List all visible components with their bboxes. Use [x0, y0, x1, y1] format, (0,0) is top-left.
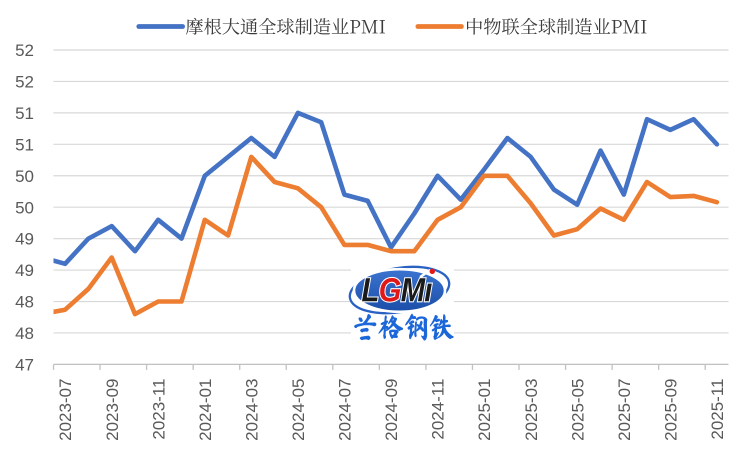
svg-text:2024-09: 2024-09 — [382, 379, 401, 441]
svg-text:49: 49 — [15, 261, 34, 280]
svg-text:52: 52 — [15, 73, 34, 92]
svg-text:48: 48 — [15, 324, 34, 343]
svg-text:2025-05: 2025-05 — [568, 379, 587, 441]
svg-text:2024-03: 2024-03 — [242, 379, 261, 441]
svg-text:50: 50 — [15, 198, 34, 217]
svg-text:51: 51 — [15, 104, 34, 123]
svg-text:2023-07: 2023-07 — [56, 379, 75, 441]
svg-text:50: 50 — [15, 167, 34, 186]
svg-text:51: 51 — [15, 135, 34, 154]
svg-text:2025-01: 2025-01 — [475, 379, 494, 441]
svg-text:2023-09: 2023-09 — [103, 379, 122, 441]
svg-text:2023-11: 2023-11 — [149, 379, 168, 440]
svg-text:52: 52 — [15, 41, 34, 60]
svg-text:47: 47 — [15, 356, 34, 375]
svg-text:2025-09: 2025-09 — [661, 379, 680, 441]
svg-text:2024-11: 2024-11 — [429, 379, 448, 440]
svg-text:48: 48 — [15, 293, 34, 312]
svg-text:2024-07: 2024-07 — [336, 379, 355, 441]
svg-text:49: 49 — [15, 230, 34, 249]
svg-text:2024-05: 2024-05 — [289, 379, 308, 441]
svg-text:2025-03: 2025-03 — [522, 379, 541, 441]
svg-text:2025-07: 2025-07 — [615, 379, 634, 441]
svg-text:2024-01: 2024-01 — [196, 379, 215, 441]
svg-text:2025-11: 2025-11 — [708, 379, 727, 440]
